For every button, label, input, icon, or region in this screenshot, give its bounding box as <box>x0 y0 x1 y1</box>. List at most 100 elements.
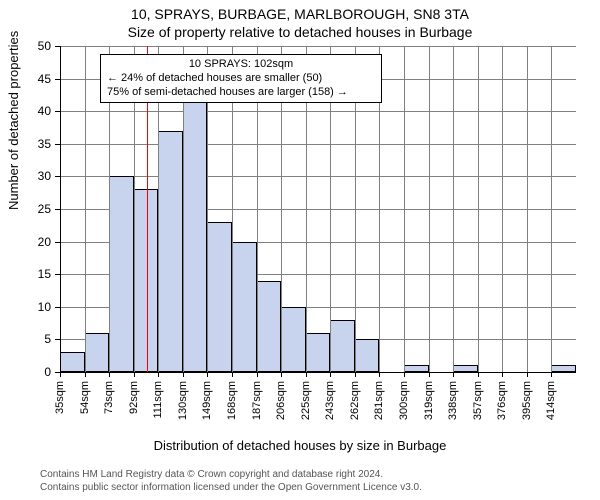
xtick <box>330 372 331 377</box>
xtick-label: 54sqm <box>79 381 91 414</box>
gridline-h <box>60 144 576 145</box>
ytick-label: 0 <box>27 365 51 379</box>
ytick-label: 40 <box>27 104 51 118</box>
xtick <box>134 372 135 377</box>
footer-line-2: Contains public sector information licen… <box>40 481 588 494</box>
xtick-label: 130sqm <box>177 381 189 420</box>
ytick-label: 35 <box>27 137 51 151</box>
gridline-v <box>527 46 528 372</box>
annotation-box: 10 SPRAYS: 102sqm← 24% of detached house… <box>100 54 382 103</box>
histogram-bar <box>207 222 232 372</box>
gridline-h <box>60 111 576 112</box>
histogram-bar <box>330 320 355 372</box>
xtick <box>207 372 208 377</box>
xtick <box>404 372 405 377</box>
gridline-v <box>404 46 405 372</box>
xtick <box>232 372 233 377</box>
gridline-h <box>60 46 576 47</box>
xtick-label: 35sqm <box>54 381 66 414</box>
xtick <box>502 372 503 377</box>
ytick-label: 45 <box>27 72 51 86</box>
xtick-label: 168sqm <box>226 381 238 420</box>
ytick <box>55 144 60 145</box>
xtick-label: 73sqm <box>103 381 115 414</box>
footer-line-1: Contains HM Land Registry data © Crown c… <box>40 468 588 481</box>
xtick-label: 92sqm <box>128 381 140 414</box>
gridline-v <box>453 46 454 372</box>
xtick <box>527 372 528 377</box>
ytick <box>55 339 60 340</box>
histogram-bar <box>404 365 429 372</box>
xtick <box>257 372 258 377</box>
xtick <box>281 372 282 377</box>
xtick <box>306 372 307 377</box>
xtick <box>379 372 380 377</box>
xtick-label: 338sqm <box>447 381 459 420</box>
annotation-line: ← 24% of detached houses are smaller (50… <box>107 72 375 86</box>
histogram-bar <box>232 242 257 372</box>
histogram-bar <box>158 131 183 372</box>
ytick-label: 20 <box>27 235 51 249</box>
xtick <box>183 372 184 377</box>
xtick <box>478 372 479 377</box>
histogram-bar <box>257 281 282 372</box>
xtick-label: 281sqm <box>373 381 385 420</box>
xtick <box>429 372 430 377</box>
footer-attribution: Contains HM Land Registry data © Crown c… <box>40 468 588 494</box>
ytick-label: 30 <box>27 169 51 183</box>
xtick-label: 414sqm <box>545 381 557 420</box>
ytick <box>55 242 60 243</box>
histogram-bar <box>183 85 208 372</box>
ytick <box>55 79 60 80</box>
ytick-label: 50 <box>27 39 51 53</box>
ytick <box>55 46 60 47</box>
xtick-label: 319sqm <box>423 381 435 420</box>
x-axis-label: Distribution of detached houses by size … <box>0 438 600 453</box>
xtick-label: 149sqm <box>201 381 213 420</box>
histogram-bar <box>306 333 331 372</box>
gridline-v <box>551 46 552 372</box>
figure: { "title_line1": "10, SPRAYS, BURBAGE, M… <box>0 0 600 500</box>
title-line-1: 10, SPRAYS, BURBAGE, MARLBOROUGH, SN8 3T… <box>0 6 600 22</box>
y-axis-label: Number of detached properties <box>6 31 21 210</box>
ytick <box>55 176 60 177</box>
gridline-v <box>478 46 479 372</box>
histogram-bar <box>281 307 306 372</box>
xtick-label: 111sqm <box>152 381 164 419</box>
title-line-2: Size of property relative to detached ho… <box>0 24 600 40</box>
ytick <box>55 307 60 308</box>
histogram-bar <box>109 176 134 372</box>
gridline-h <box>60 176 576 177</box>
histogram-bar <box>60 352 85 372</box>
xtick-label: 376sqm <box>496 381 508 420</box>
histogram-bar <box>551 365 576 372</box>
axis-bottom <box>60 372 576 373</box>
ytick <box>55 209 60 210</box>
axis-left <box>60 46 61 372</box>
xtick <box>60 372 61 377</box>
xtick-label: 395sqm <box>521 381 533 420</box>
ytick-label: 25 <box>27 202 51 216</box>
ytick-label: 5 <box>27 332 51 346</box>
xtick-label: 187sqm <box>251 381 263 420</box>
xtick <box>109 372 110 377</box>
annotation-line: 75% of semi-detached houses are larger (… <box>107 86 375 100</box>
xtick-label: 300sqm <box>398 381 410 420</box>
ytick-label: 10 <box>27 300 51 314</box>
xtick-label: 357sqm <box>472 381 484 420</box>
annotation-line: 10 SPRAYS: 102sqm <box>107 58 375 72</box>
xtick <box>453 372 454 377</box>
xtick <box>85 372 86 377</box>
xtick <box>355 372 356 377</box>
gridline-v <box>85 46 86 372</box>
xtick <box>158 372 159 377</box>
xtick-label: 243sqm <box>324 381 336 420</box>
xtick-label: 206sqm <box>275 381 287 420</box>
ytick <box>55 274 60 275</box>
gridline-v <box>429 46 430 372</box>
ytick <box>55 111 60 112</box>
gridline-v <box>502 46 503 372</box>
ytick-label: 15 <box>27 267 51 281</box>
histogram-bar <box>85 333 110 372</box>
histogram-bar <box>355 339 380 372</box>
